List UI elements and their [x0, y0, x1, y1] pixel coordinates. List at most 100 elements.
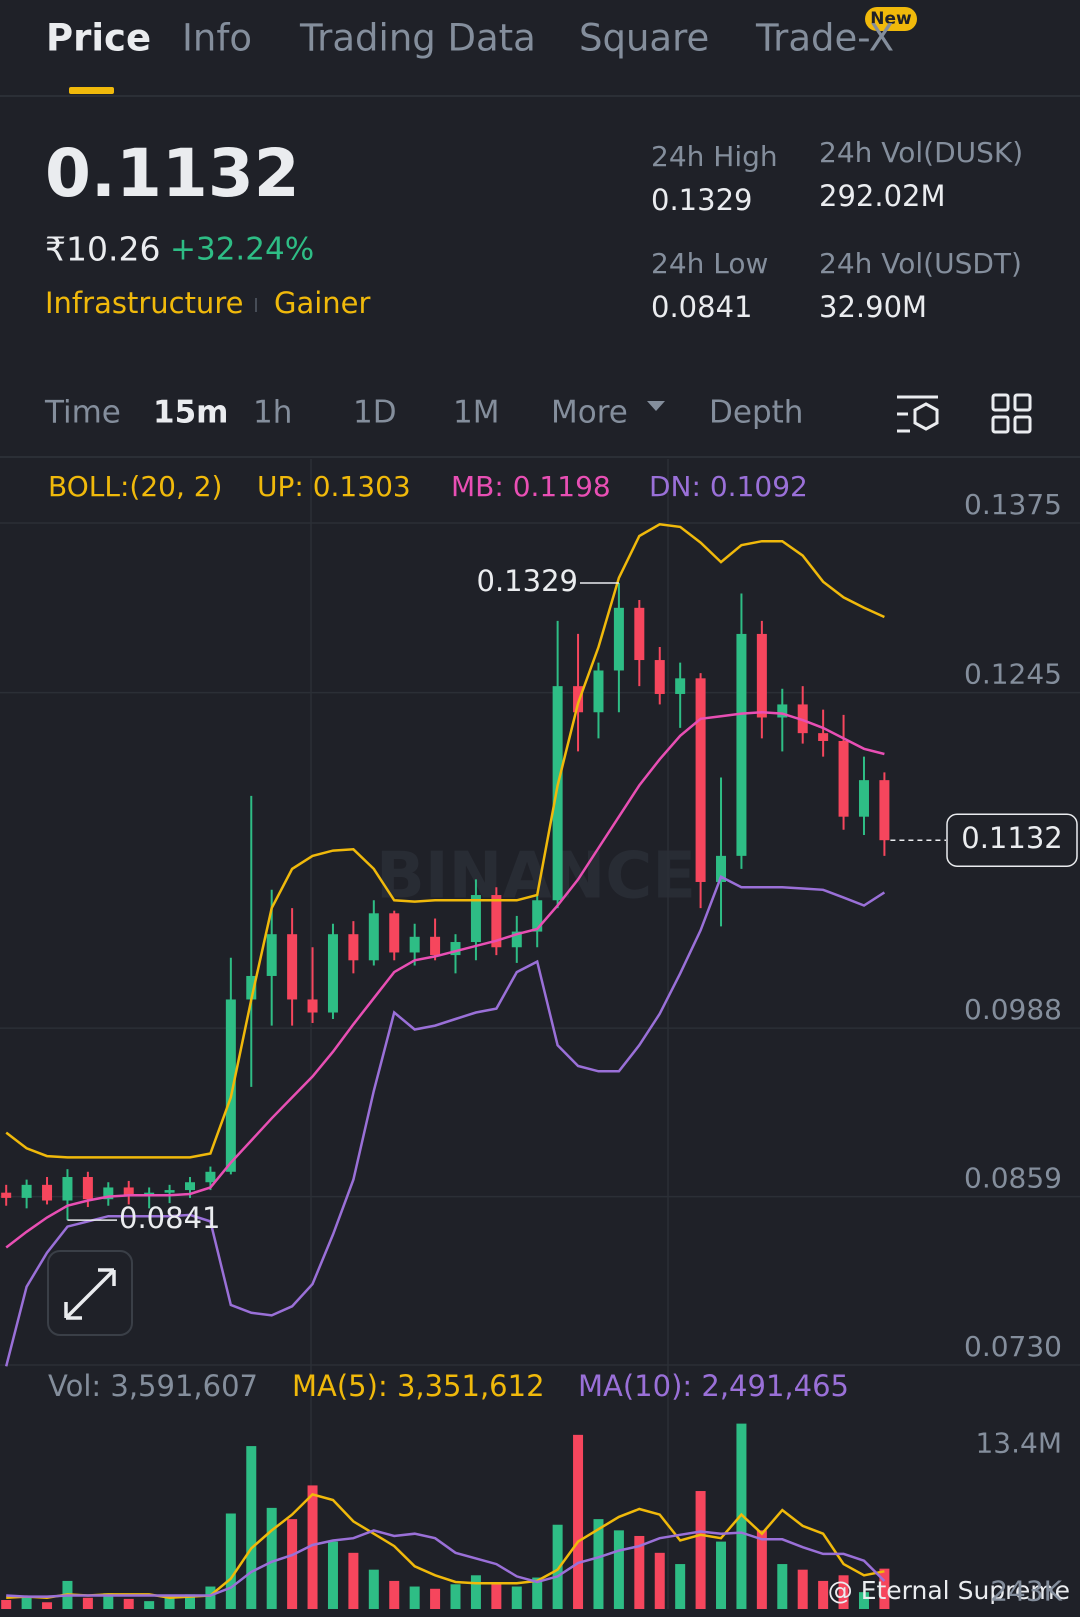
volume-bar — [716, 1541, 727, 1609]
volume-bar — [246, 1446, 257, 1609]
settings-icon-hex — [913, 402, 939, 431]
new-badge-text: New — [870, 9, 912, 29]
legend-value: 0.1303 — [313, 470, 411, 503]
y-tick-label: 0.1375 — [964, 488, 1062, 521]
volume-legend: Vol: 3,591,607 — [48, 1369, 258, 1403]
price-box — [946, 813, 1078, 867]
tab[interactable]: Info — [182, 17, 252, 60]
volume-bar — [532, 1577, 543, 1609]
candle-body — [491, 895, 502, 948]
boll-line — [5, 523, 885, 1159]
tab[interactable]: Trading Data — [299, 17, 536, 60]
volume-bar — [103, 1593, 114, 1609]
candle-body — [42, 1184, 53, 1201]
volume-bar — [858, 1592, 869, 1609]
volume-bar — [756, 1530, 767, 1609]
layout-icon-cell — [991, 415, 1010, 434]
volume-bar — [695, 1491, 706, 1609]
interval[interactable]: 1M — [453, 395, 499, 431]
volume-bar — [675, 1564, 686, 1609]
candle-body — [430, 936, 441, 956]
candle-body — [409, 936, 420, 953]
interval[interactable]: Depth — [709, 395, 803, 431]
candle-body — [777, 704, 788, 718]
tab[interactable]: Trade-X — [755, 17, 894, 60]
legend-name: UP: — [257, 470, 304, 503]
interval[interactable]: 15m — [153, 395, 228, 431]
candle-body — [62, 1177, 73, 1201]
tab[interactable]: Square — [579, 17, 709, 60]
volume-bar — [266, 1507, 277, 1609]
candle-body — [389, 913, 400, 953]
volume-bar — [450, 1584, 461, 1609]
y-tick-label: 0.1245 — [964, 658, 1062, 691]
ma-line — [6, 1529, 886, 1598]
candle-body — [818, 733, 829, 741]
tab-underline — [69, 87, 114, 94]
volume-bar — [430, 1588, 441, 1609]
volume-bar — [409, 1586, 420, 1609]
interval[interactable]: Time — [44, 395, 121, 431]
candle-body — [103, 1187, 114, 1200]
stat-value: 0.0841 — [651, 290, 752, 324]
boll-line — [5, 711, 885, 1249]
price-change: +32.24% — [170, 232, 314, 268]
volume-bar — [82, 1597, 93, 1609]
volume-bar — [1, 1600, 12, 1609]
y-tick-label: 13.4M — [975, 1426, 1062, 1459]
volume-bar — [368, 1569, 379, 1609]
candle-body — [266, 934, 277, 976]
candle-body — [654, 660, 665, 694]
volume-bar — [573, 1434, 584, 1609]
interval[interactable]: 1h — [253, 395, 292, 431]
candle-body — [532, 900, 543, 932]
volume-bar — [389, 1580, 400, 1609]
interval[interactable]: 1D — [353, 395, 397, 431]
candle-body — [634, 607, 645, 661]
volume-bar — [818, 1580, 829, 1609]
volume-bar — [470, 1575, 481, 1609]
tag[interactable]: Infrastructure — [45, 286, 243, 320]
volume-bar — [634, 1535, 645, 1609]
y-tick-label: 0.0859 — [964, 1162, 1062, 1195]
expand-button[interactable] — [47, 1250, 133, 1336]
volume-bar — [777, 1564, 788, 1609]
settings-icon[interactable] — [897, 395, 939, 433]
stat-value: 0.1329 — [651, 183, 752, 217]
candle-body — [246, 975, 257, 1000]
volume-bar — [797, 1569, 808, 1609]
watermark-user: @ Eternal Supreme — [828, 1576, 1070, 1605]
layout-icon-cell — [1013, 415, 1032, 434]
volume-bar — [164, 1597, 175, 1609]
interval[interactable]: More — [551, 395, 628, 431]
candle-body — [1, 1192, 12, 1198]
legend-name: MA(10): — [578, 1369, 692, 1403]
candle-body — [205, 1171, 216, 1183]
candle-body — [164, 1190, 175, 1193]
candle-body — [144, 1192, 155, 1196]
candle-body — [879, 780, 890, 841]
volume-bar — [205, 1586, 216, 1609]
volume-bar — [593, 1519, 604, 1609]
volume-bar — [654, 1552, 665, 1609]
candle-body — [348, 934, 359, 961]
layout-icon[interactable] — [991, 393, 1032, 434]
y-tick-label: 243K — [990, 1574, 1062, 1607]
volume-bar — [491, 1582, 502, 1609]
volume-bar — [185, 1594, 196, 1609]
legend-name: MB: — [451, 470, 504, 503]
candle-body — [573, 686, 584, 713]
tab[interactable]: Price — [46, 17, 151, 60]
volume-bar — [552, 1524, 563, 1609]
legend-entry: DN: 0.1092 — [649, 470, 808, 503]
legend-value: 0.1198 — [513, 470, 611, 503]
candle-body — [613, 607, 624, 671]
tag[interactable]: Gainer — [274, 286, 371, 320]
expand-icon — [64, 1268, 116, 1320]
legend-value: 0.1092 — [710, 470, 808, 503]
candle-body — [736, 633, 747, 856]
candle-body — [858, 780, 869, 817]
indicator-label: BOLL:(20, 2) — [48, 470, 222, 503]
